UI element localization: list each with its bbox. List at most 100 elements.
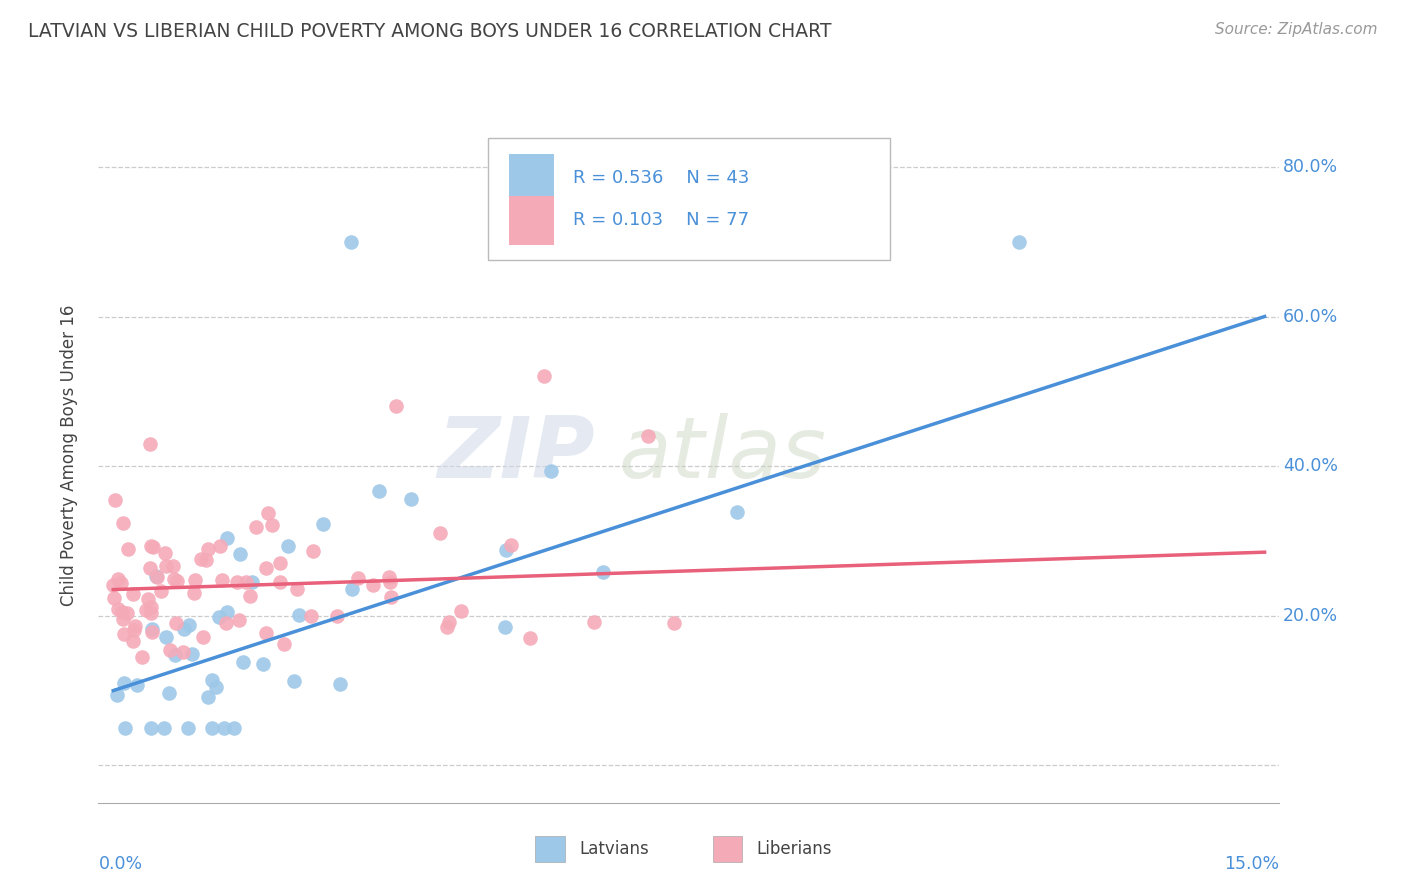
Point — [495, 543, 517, 558]
Point — [212, 721, 235, 735]
Point — [215, 605, 238, 619]
Point — [141, 622, 163, 636]
Point — [240, 574, 263, 589]
Point — [208, 540, 231, 554]
Point — [215, 615, 238, 630]
Point — [165, 615, 187, 630]
Point — [141, 539, 163, 553]
Point — [139, 436, 162, 450]
Point — [107, 572, 129, 586]
Point — [107, 601, 129, 615]
Point — [368, 483, 391, 498]
Point — [501, 538, 523, 552]
Point — [136, 591, 159, 606]
Point — [155, 630, 177, 644]
Point — [205, 680, 228, 694]
Bar — [536, 836, 565, 862]
Point — [283, 674, 305, 689]
Point — [363, 578, 385, 592]
Point — [111, 605, 134, 619]
FancyBboxPatch shape — [488, 138, 890, 260]
Point — [340, 235, 363, 249]
Point — [235, 575, 257, 590]
Point — [494, 620, 516, 634]
Point — [139, 600, 162, 615]
Point — [342, 582, 364, 597]
Point — [228, 547, 250, 561]
Point — [347, 571, 370, 585]
Point — [583, 615, 606, 630]
Bar — [509, 153, 554, 202]
Point — [429, 526, 451, 541]
Point — [380, 590, 402, 604]
Point — [162, 558, 184, 573]
Point — [326, 609, 349, 624]
Point — [302, 543, 325, 558]
Point — [103, 492, 125, 507]
Point — [138, 561, 160, 575]
Point — [257, 506, 280, 520]
Point — [252, 657, 274, 671]
Point — [103, 591, 125, 605]
Point — [190, 552, 212, 566]
Point — [312, 516, 335, 531]
Point — [592, 565, 614, 579]
Point — [114, 721, 136, 735]
Point — [111, 516, 134, 531]
Point — [215, 531, 238, 545]
Point — [254, 561, 277, 575]
Point — [184, 573, 207, 587]
Point — [172, 645, 194, 659]
Point — [122, 587, 145, 601]
Point — [201, 673, 224, 687]
Text: atlas: atlas — [619, 413, 827, 497]
Point — [194, 553, 217, 567]
Point — [197, 542, 219, 557]
Text: Liberians: Liberians — [756, 839, 832, 858]
Point — [239, 589, 262, 603]
Point — [226, 574, 249, 589]
Text: R = 0.536    N = 43: R = 0.536 N = 43 — [574, 169, 749, 187]
Point — [288, 608, 311, 623]
Point — [124, 618, 146, 632]
Point — [112, 612, 135, 626]
Point — [135, 603, 157, 617]
Point — [163, 648, 186, 662]
Text: Latvians: Latvians — [579, 839, 648, 858]
Text: LATVIAN VS LIBERIAN CHILD POVERTY AMONG BOYS UNDER 16 CORRELATION CHART: LATVIAN VS LIBERIAN CHILD POVERTY AMONG … — [28, 22, 831, 41]
Point — [139, 606, 162, 620]
Point — [437, 615, 460, 629]
Point — [159, 643, 181, 657]
Text: 80.0%: 80.0% — [1284, 158, 1339, 176]
Text: 20.0%: 20.0% — [1284, 607, 1339, 624]
Point — [377, 570, 399, 584]
Point — [399, 492, 422, 507]
Point — [139, 721, 162, 735]
Point — [384, 399, 406, 413]
Point — [254, 626, 277, 640]
Point — [105, 688, 128, 702]
Text: ZIP: ZIP — [437, 413, 595, 497]
Point — [117, 541, 139, 556]
Point — [540, 463, 562, 477]
Point — [141, 624, 163, 639]
Point — [533, 369, 555, 384]
Point — [273, 637, 295, 651]
Point — [155, 559, 177, 574]
Point — [131, 650, 153, 665]
Point — [436, 620, 458, 634]
Point — [177, 721, 200, 735]
Point — [228, 613, 250, 627]
Point — [103, 578, 125, 592]
Point — [637, 429, 659, 443]
Text: 15.0%: 15.0% — [1225, 855, 1279, 873]
Point — [112, 627, 135, 641]
Point — [125, 678, 148, 692]
Point — [245, 520, 267, 534]
Point — [180, 648, 202, 662]
Point — [329, 676, 352, 690]
Point — [166, 574, 188, 588]
Point — [110, 576, 132, 591]
Point — [193, 631, 215, 645]
Point — [378, 574, 401, 589]
